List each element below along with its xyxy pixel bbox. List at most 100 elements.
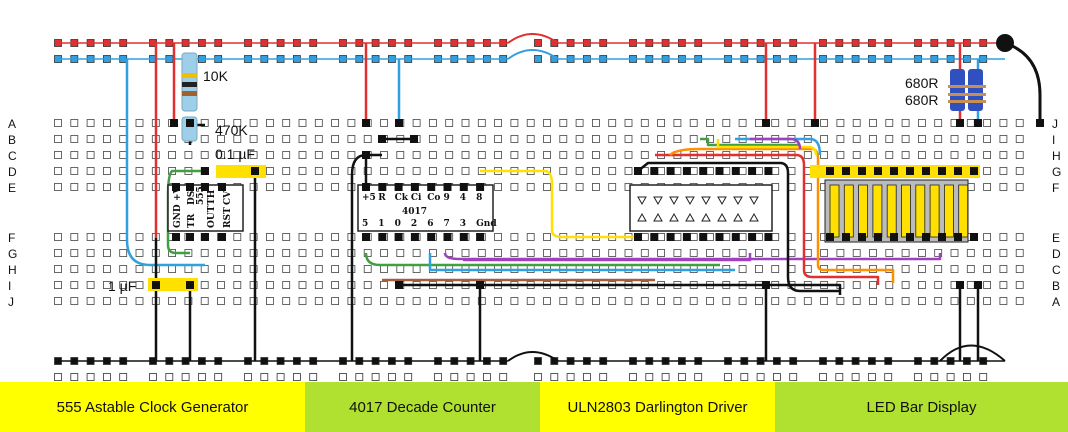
hole <box>86 183 95 191</box>
component-pin <box>764 167 773 175</box>
hole <box>86 151 95 159</box>
ic555-name: 555 <box>196 186 206 205</box>
hole <box>314 119 323 127</box>
hole <box>657 135 665 143</box>
hole <box>983 151 991 159</box>
hole <box>135 265 144 273</box>
hole <box>298 119 307 127</box>
hole <box>738 297 747 305</box>
rail-hole <box>740 373 749 381</box>
hole <box>249 233 258 241</box>
hole <box>738 119 747 127</box>
component-pin <box>858 167 866 175</box>
hole <box>934 151 943 159</box>
ic-555 <box>167 184 244 232</box>
led-segment <box>872 184 883 238</box>
hole <box>217 119 225 127</box>
hole <box>966 281 975 289</box>
component-pin <box>762 119 770 127</box>
hole <box>298 265 307 273</box>
hole <box>722 249 731 257</box>
hole <box>722 167 731 175</box>
hole <box>282 233 291 241</box>
hole <box>869 249 877 257</box>
section-label: ULN2803 Darlington Driver <box>540 382 775 432</box>
ic555-pin-th: TH <box>207 189 217 205</box>
ic4017-pin-top: 9 <box>444 193 450 203</box>
hole <box>640 135 649 143</box>
label-0-1uf: 0.1 µF <box>215 146 255 162</box>
hole <box>706 233 714 241</box>
transistor-symbol <box>653 212 663 222</box>
rail-hole <box>165 373 174 381</box>
hole <box>592 135 600 143</box>
ic4017-pin-top: 8 <box>476 193 482 203</box>
hole <box>901 281 910 289</box>
rail-hole <box>930 373 939 381</box>
hole <box>771 265 780 273</box>
hole <box>347 135 356 143</box>
hole <box>657 233 665 241</box>
hole <box>999 151 1008 159</box>
hole <box>722 233 731 241</box>
hole <box>543 297 551 305</box>
hole <box>249 297 258 305</box>
hole <box>640 119 649 127</box>
hole <box>689 135 698 143</box>
hole <box>282 265 291 273</box>
hole <box>592 119 600 127</box>
component-pin <box>186 119 194 127</box>
row-letter-left: C <box>8 149 17 163</box>
hole <box>461 297 470 305</box>
hole <box>852 281 861 289</box>
ic4017-pin-bottom: 1 <box>378 219 384 229</box>
hole <box>331 265 340 273</box>
hole <box>803 183 812 191</box>
diode-symbol <box>653 196 663 206</box>
component-pin <box>443 233 452 241</box>
hole <box>803 151 812 159</box>
section-label: LED Bar Display <box>775 382 1068 432</box>
hole <box>265 297 274 305</box>
hole <box>820 249 828 257</box>
hole <box>168 151 177 159</box>
hole <box>836 297 845 305</box>
hole <box>86 167 95 175</box>
hole <box>249 119 258 127</box>
hole <box>86 119 95 127</box>
hole <box>119 119 128 127</box>
hole <box>673 119 682 127</box>
rail-hole <box>387 373 396 381</box>
component-pin <box>362 233 370 241</box>
hole <box>249 151 258 159</box>
hole <box>657 119 665 127</box>
rail-hole <box>884 373 893 381</box>
hole <box>70 119 79 127</box>
hole <box>820 297 828 305</box>
hole <box>755 249 763 257</box>
hole <box>494 183 503 191</box>
hole <box>282 281 291 289</box>
hole <box>592 249 600 257</box>
hole <box>265 135 274 143</box>
component-pin <box>748 233 757 241</box>
component-pin <box>378 135 386 143</box>
hole <box>217 265 225 273</box>
hole <box>331 281 340 289</box>
rail-hole <box>434 373 442 381</box>
hole <box>885 281 894 289</box>
hole <box>54 183 62 191</box>
hole <box>363 167 372 175</box>
hole <box>380 281 388 289</box>
transistor-symbol <box>637 212 647 222</box>
hole <box>54 265 62 273</box>
rail-hole <box>694 373 703 381</box>
hole <box>575 119 584 127</box>
hole <box>543 183 551 191</box>
hole <box>396 297 405 305</box>
ic4017-pin-top: Ci <box>411 193 422 203</box>
hole <box>559 119 568 127</box>
hole <box>331 297 340 305</box>
hole <box>608 183 617 191</box>
hole <box>331 249 340 257</box>
